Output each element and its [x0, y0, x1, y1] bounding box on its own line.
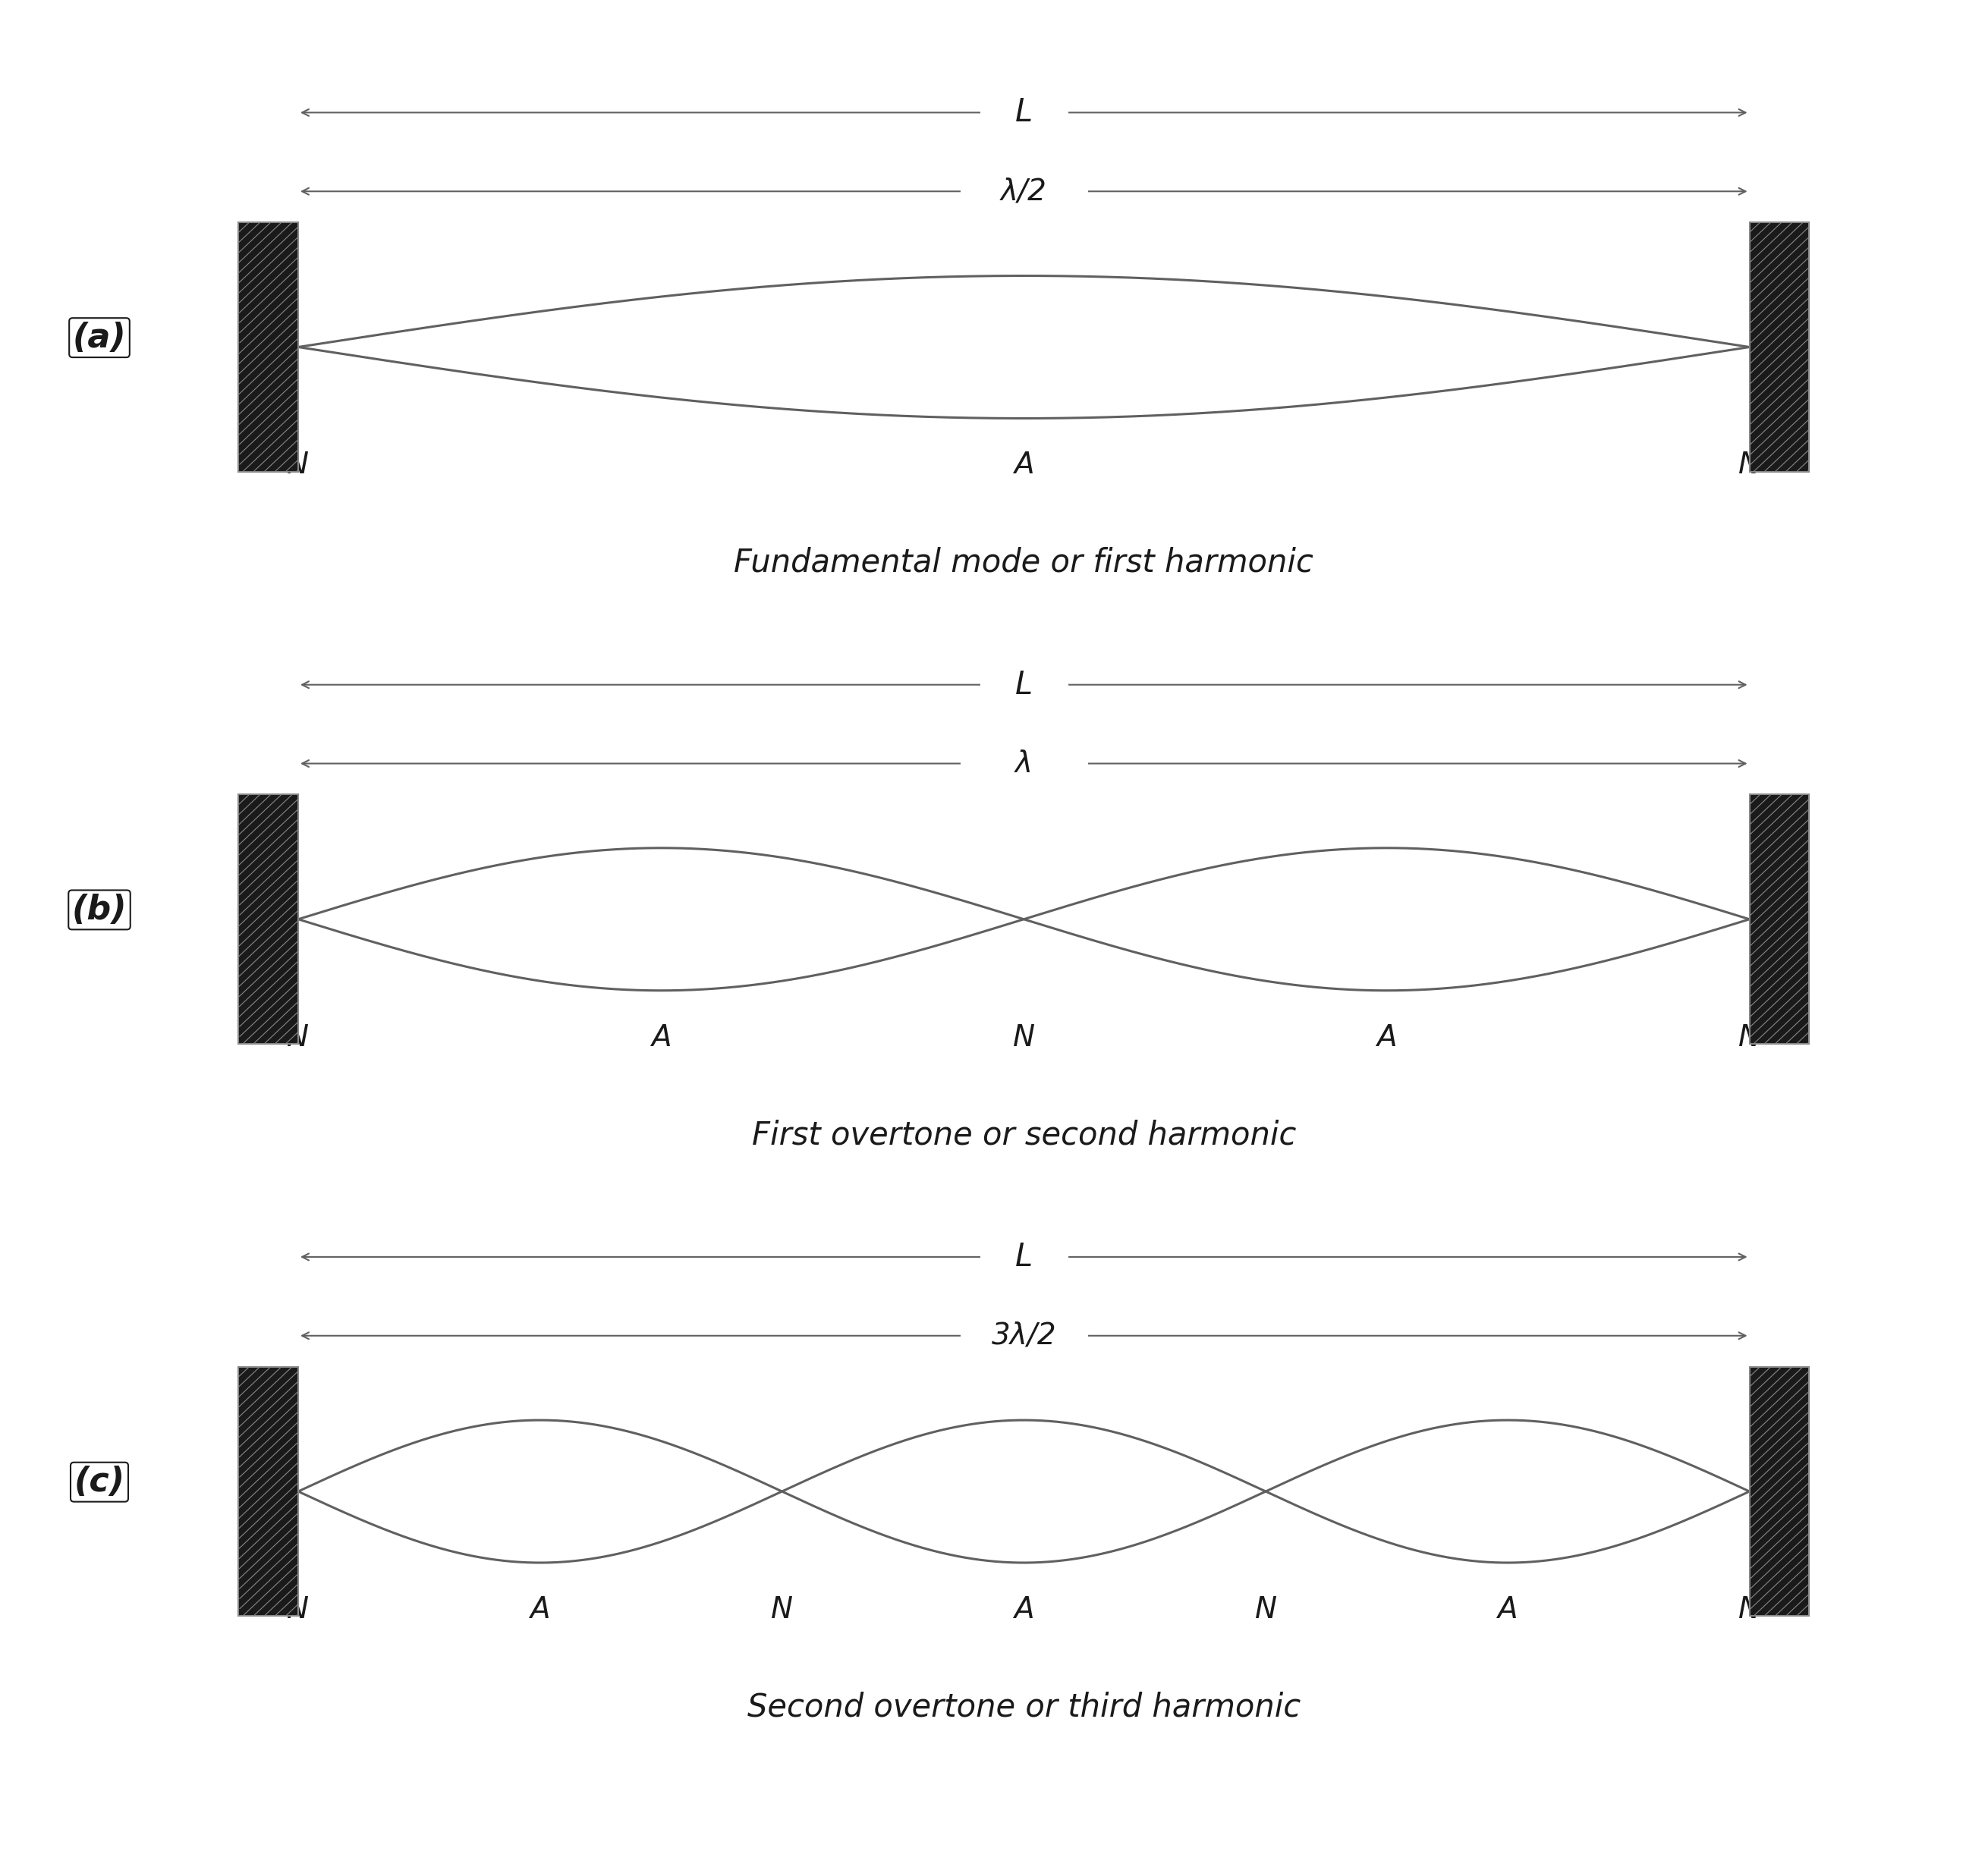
- Text: N: N: [286, 1595, 310, 1625]
- Bar: [239, 795, 298, 1043]
- Text: A: A: [531, 1595, 551, 1625]
- Bar: [1749, 1366, 1809, 1617]
- Text: N: N: [1738, 1595, 1761, 1625]
- Bar: [239, 795, 298, 1043]
- Bar: [1749, 795, 1809, 1043]
- Text: N: N: [1012, 1022, 1036, 1052]
- Text: First overtone or second harmonic: First overtone or second harmonic: [751, 1120, 1296, 1150]
- Text: Fundamental mode or first harmonic: Fundamental mode or first harmonic: [734, 548, 1314, 578]
- Bar: [239, 1366, 298, 1617]
- Text: A: A: [1014, 1595, 1034, 1625]
- Bar: [1749, 1366, 1809, 1617]
- Text: N: N: [1738, 450, 1761, 480]
- Text: N: N: [771, 1595, 793, 1625]
- Bar: [1749, 223, 1809, 473]
- Text: L: L: [1016, 670, 1032, 700]
- Text: A: A: [1014, 450, 1034, 480]
- Text: Second overtone or third harmonic: Second overtone or third harmonic: [747, 1692, 1300, 1722]
- Text: λ: λ: [1016, 749, 1032, 779]
- Text: (c): (c): [74, 1465, 125, 1499]
- Text: A: A: [650, 1022, 672, 1052]
- Bar: [239, 1366, 298, 1617]
- Bar: [1749, 223, 1809, 473]
- Text: N: N: [286, 450, 310, 480]
- Text: N: N: [1254, 1595, 1276, 1625]
- Text: (a): (a): [72, 321, 127, 355]
- Bar: [239, 223, 298, 473]
- Text: (b): (b): [72, 893, 127, 927]
- Bar: [239, 223, 298, 473]
- Text: 3λ/2: 3λ/2: [992, 1321, 1056, 1351]
- Text: λ/2: λ/2: [1000, 176, 1048, 206]
- Text: N: N: [286, 1022, 310, 1052]
- Text: L: L: [1016, 1242, 1032, 1272]
- Bar: [1749, 795, 1809, 1043]
- Text: A: A: [1497, 1595, 1517, 1625]
- Text: A: A: [1376, 1022, 1398, 1052]
- Text: N: N: [1738, 1022, 1761, 1052]
- Text: L: L: [1016, 98, 1032, 128]
